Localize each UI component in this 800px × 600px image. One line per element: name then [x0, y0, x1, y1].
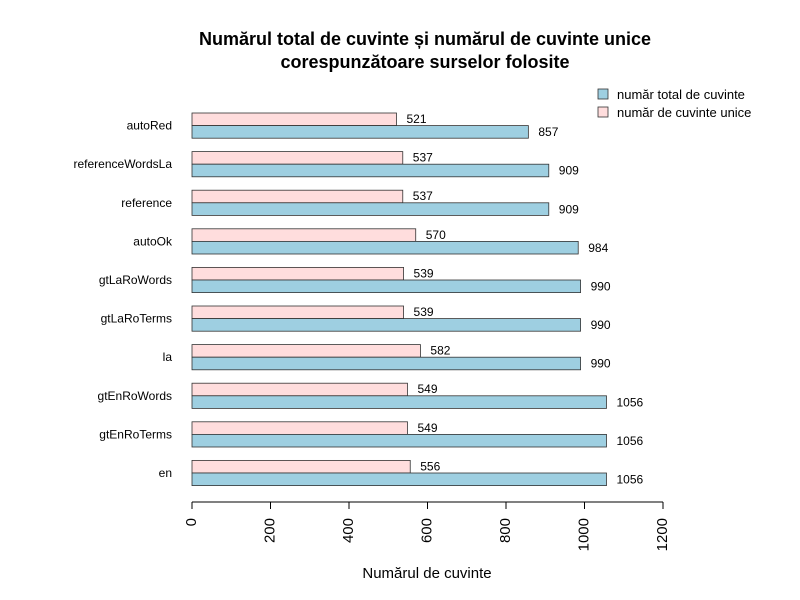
bar-unique-referenceWordsLa [191, 151, 404, 165]
bar-total-reference [191, 202, 550, 216]
bar-total-gtLaRoTerms [191, 318, 581, 332]
category-label-referenceWordsLa: referenceWordsLa [74, 157, 173, 171]
value-label-total-gtEnRoWords: 1056 [616, 395, 643, 409]
category-label-en: en [159, 466, 172, 480]
legend-swatch-1 [597, 106, 609, 118]
bar-total-autoOk [191, 240, 579, 255]
value-label-total-referenceWordsLa: 909 [559, 164, 579, 178]
chart-title-line-1: Numărul total de cuvinte și numărul de c… [199, 29, 651, 49]
value-label-total-autoRed: 857 [538, 125, 558, 139]
category-label-gtEnRoWords: gtEnRoWords [98, 389, 172, 403]
legend-label-1: număr de cuvinte unice [617, 105, 751, 120]
category-label-reference: reference [121, 196, 172, 210]
value-label-unique-la: 582 [430, 344, 450, 358]
category-label-autoRed: autoRed [127, 119, 172, 133]
value-label-total-gtEnRoTerms: 1056 [616, 434, 643, 448]
bar-unique-autoRed [191, 112, 397, 127]
value-label-unique-gtEnRoWords: 549 [417, 382, 437, 396]
value-label-unique-en: 556 [420, 459, 440, 473]
x-tick-label-400: 400 [340, 518, 357, 543]
bar-total-referenceWordsLa [191, 163, 550, 178]
chart-title: Numărul total de cuvinte și numărul de c… [199, 29, 651, 72]
x-tick-label-800: 800 [497, 518, 514, 543]
legend-label-0: număr total de cuvinte [617, 87, 745, 102]
value-label-total-en: 1056 [616, 473, 643, 487]
bar-unique-gtLaRoWords [191, 266, 404, 281]
bar-total-en [191, 472, 607, 487]
bar-unique-gtEnRoTerms [191, 421, 408, 435]
category-label-autoOk: autoOk [133, 234, 173, 248]
value-label-unique-gtLaRoWords: 539 [414, 266, 434, 280]
value-label-unique-reference: 537 [413, 189, 433, 203]
value-label-unique-gtLaRoTerms: 539 [414, 305, 434, 319]
value-label-unique-referenceWordsLa: 537 [413, 151, 433, 165]
bar-unique-en [191, 459, 411, 474]
bar-unique-gtEnRoWords [191, 382, 408, 397]
bar-unique-reference [191, 189, 404, 204]
value-labels: 521 857 537 909 537 909 570 984 539 990 539 990 582 9… [406, 112, 643, 487]
bar-total-la [191, 356, 581, 371]
x-tick-label-0: 0 [183, 518, 200, 526]
bar-total-autoRed [191, 125, 529, 139]
bar-unique-autoOk [191, 228, 417, 242]
x-tick-label-600: 600 [418, 518, 435, 543]
value-label-total-gtLaRoWords: 990 [591, 280, 611, 294]
bar-unique-la [191, 344, 421, 358]
category-label-gtLaRoTerms: gtLaRoTerms [101, 312, 172, 326]
bar-total-gtEnRoWords [191, 395, 607, 409]
category-label-gtEnRoTerms: gtEnRoTerms [99, 427, 172, 441]
bar-unique-gtLaRoTerms [191, 305, 404, 320]
bar-total-gtEnRoTerms [191, 433, 607, 448]
legend: număr total de cuvinte număr de cuvinte u… [597, 87, 751, 120]
category-labels: autoRed referenceWordsLa reference autoOk gt… [74, 119, 173, 480]
value-label-total-autoOk: 984 [588, 241, 608, 255]
x-tick-label-1000: 1000 [575, 518, 592, 551]
x-tick-label-1200: 1200 [654, 518, 671, 551]
value-label-unique-autoOk: 570 [426, 228, 446, 242]
chart-title-line-2: corespunzătoare surselor folosite [280, 52, 569, 72]
x-axis-label: Numărul de cuvinte [362, 565, 491, 582]
category-label-gtLaRoWords: gtLaRoWords [99, 273, 172, 287]
bar-total-gtLaRoWords [191, 279, 581, 294]
value-label-unique-gtEnRoTerms: 549 [417, 421, 437, 435]
value-label-unique-autoRed: 521 [406, 112, 426, 126]
x-axis: 0 200 400 600 800 1000 1200 [183, 501, 671, 551]
value-label-total-la: 990 [591, 357, 611, 371]
category-label-la: la [163, 350, 173, 364]
legend-swatch-0 [597, 88, 609, 100]
value-label-total-gtLaRoTerms: 990 [591, 318, 611, 332]
bars-group [191, 112, 607, 487]
x-tick-label-200: 200 [261, 518, 278, 543]
value-label-total-reference: 909 [559, 202, 579, 216]
